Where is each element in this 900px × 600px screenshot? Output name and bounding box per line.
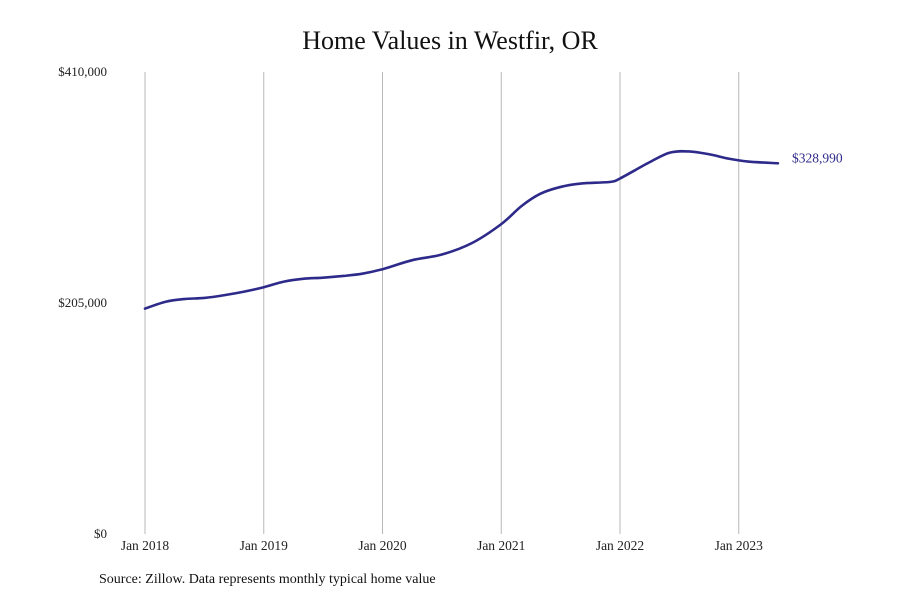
y-axis-ticks: $0 $205,000 $410,000 [58, 64, 107, 541]
x-axis-ticks: Jan 2018 Jan 2019 Jan 2020 Jan 2021 Jan 2022… [121, 538, 763, 553]
x-tick-label: Jan 2018 [121, 538, 170, 553]
x-tick-label: Jan 2019 [240, 538, 289, 553]
end-value-label: $328,990 [792, 150, 843, 165]
x-tick-label: Jan 2022 [596, 538, 644, 553]
y-tick-label: $410,000 [58, 64, 107, 79]
y-tick-label: $205,000 [58, 295, 107, 310]
series-line [143, 149, 780, 310]
x-tick-label: Jan 2023 [715, 538, 764, 553]
y-tick-label: $0 [94, 526, 107, 541]
gridlines [144, 72, 740, 534]
chart-title: Home Values in Westfir, OR [302, 26, 598, 55]
x-tick-label: Jan 2021 [477, 538, 525, 553]
source-note: Source: Zillow. Data represents monthly … [99, 572, 436, 587]
x-tick-label: Jan 2020 [358, 538, 407, 553]
